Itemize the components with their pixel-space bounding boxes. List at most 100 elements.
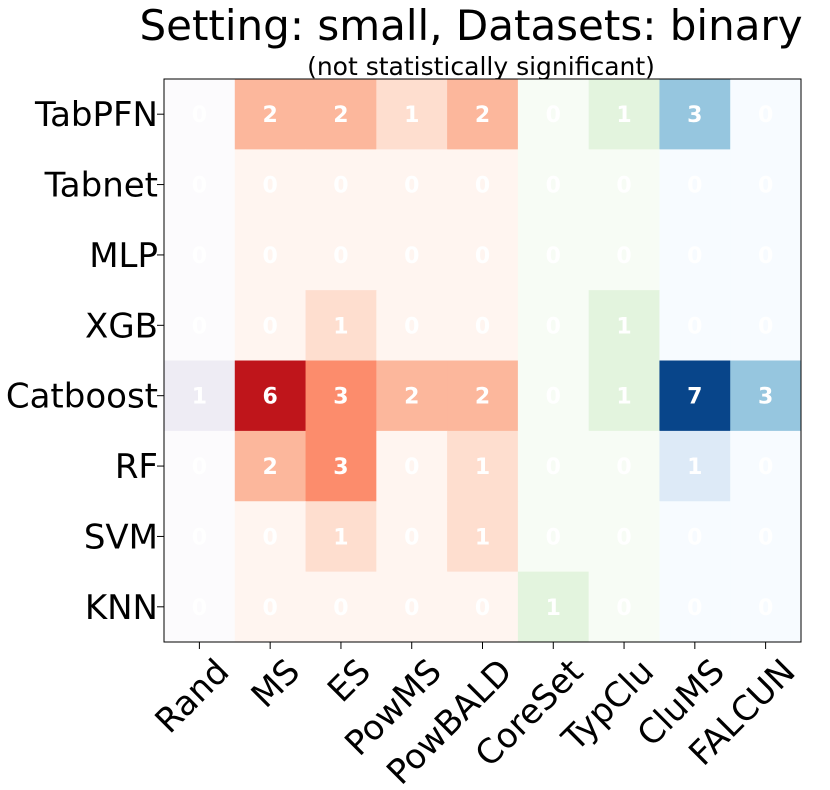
cell-value-label: 0 — [475, 174, 490, 199]
heatmap-cell-xgb-rand — [164, 290, 236, 361]
plot-frame — [163, 78, 802, 643]
heatmap-cell-mlp-powms — [376, 219, 448, 291]
cell-value-label: 0 — [758, 596, 773, 621]
heatmap-labels: 0 2 2 1 2 0 1 3 0 0 0 0 0 0 0 0 0 0 0 0 0 0 0 0 0 0 0 0 0 1 0 0 0 1 0 0 1 6 3 2… — [192, 103, 774, 621]
cell-value-label: 0 — [333, 244, 348, 269]
heatmap-cell-svm-powms — [376, 501, 448, 573]
cell-value-label: 0 — [404, 244, 419, 269]
cell-value-label: 0 — [192, 314, 207, 339]
heatmap-cell-xgb-powbald — [447, 290, 519, 361]
heatmap-cell-rf-rand — [164, 430, 236, 502]
cell-value-label: 1 — [687, 455, 702, 480]
heatmap-cell-tabnet-clums — [659, 149, 731, 221]
heatmap-cell-svm-rand — [164, 501, 236, 573]
heatmap-cell-catboost-powms — [376, 360, 448, 432]
y-tick-label-mlp: MLP — [89, 236, 158, 276]
heatmap-cell-svm-es — [305, 501, 377, 573]
heatmap-cell-tabnet-rand — [164, 149, 236, 221]
cell-value-label: 6 — [263, 385, 278, 410]
heatmap-cell-rf-falcun — [730, 430, 802, 502]
heatmap-cell-catboost-coreset — [517, 360, 590, 432]
heatmap-cell-catboost-clums — [659, 360, 731, 432]
heatmap-cell-mlp-ms — [234, 219, 307, 291]
cell-value-label: 3 — [333, 385, 348, 410]
heatmap-cell-tabpfn-ms — [234, 79, 307, 150]
x-tick-label-rand: Rand — [148, 652, 238, 742]
cell-value-label: 0 — [616, 244, 631, 269]
heatmap-cell-knn-falcun — [730, 571, 802, 643]
y-tick-label-svm: SVM — [84, 517, 158, 557]
cell-value-label: 2 — [475, 103, 490, 128]
heatmap-cell-xgb-es — [305, 290, 377, 361]
cell-value-label: 0 — [546, 455, 561, 480]
cell-value-label: 0 — [475, 596, 490, 621]
cell-value-label: 0 — [404, 525, 419, 550]
cell-value-label: 0 — [404, 596, 419, 621]
y-tick-label-catboost: Catboost — [6, 377, 158, 417]
heatmap-cell-tabpfn-rand — [164, 79, 236, 150]
heatmap-cell-rf-clums — [659, 430, 731, 502]
cell-value-label: 1 — [475, 525, 490, 550]
cell-value-label: 1 — [616, 103, 631, 128]
heatmap-cell-tabpfn-clums — [659, 79, 731, 150]
heatmap-cell-xgb-ms — [234, 290, 307, 361]
cell-value-label: 0 — [263, 174, 278, 199]
cell-value-label: 0 — [758, 525, 773, 550]
cell-value-label: 1 — [333, 314, 348, 339]
cell-value-label: 3 — [758, 385, 773, 410]
heatmap-cell-knn-typclu — [588, 571, 660, 643]
heatmap-cell-rf-es — [305, 430, 377, 502]
cell-value-label: 0 — [404, 455, 419, 480]
chart-title: Setting: small, Datasets: binary — [139, 1, 802, 50]
heatmap-cell-knn-ms — [234, 571, 307, 643]
cell-value-label: 0 — [475, 244, 490, 269]
heatmap-cell-tabnet-es — [305, 149, 377, 221]
cell-value-label: 1 — [616, 314, 631, 339]
cell-value-label: 0 — [192, 596, 207, 621]
heatmap-cell-tabpfn-powbald — [447, 79, 519, 150]
cell-value-label: 0 — [546, 314, 561, 339]
heatmap-cell-catboost-rand — [164, 360, 236, 432]
cell-value-label: 0 — [192, 525, 207, 550]
heatmap-cell-rf-coreset — [517, 430, 590, 502]
cell-value-label: 0 — [263, 525, 278, 550]
cell-value-label: 0 — [616, 596, 631, 621]
cell-value-label: 1 — [616, 385, 631, 410]
heatmap-cell-mlp-typclu — [588, 219, 660, 291]
heatmap-cell-tabpfn-typclu — [588, 79, 660, 150]
cell-value-label: 0 — [333, 174, 348, 199]
heatmap-cell-knn-es — [305, 571, 377, 643]
heatmap-cell-catboost-ms — [234, 360, 307, 432]
cell-value-label: 2 — [263, 103, 278, 128]
cell-value-label: 0 — [616, 455, 631, 480]
heatmap-cell-tabpfn-falcun — [730, 79, 802, 150]
heatmap-cell-knn-clums — [659, 571, 731, 643]
cell-value-label: 0 — [758, 244, 773, 269]
x-tick-label-ms: MS — [244, 652, 308, 716]
heatmap-cell-knn-rand — [164, 571, 236, 643]
x-axis-labels: Rand MS ESPowMSPowBALDCoreSetTypCluCluMSFA… — [148, 652, 804, 790]
cell-value-label: 3 — [687, 103, 702, 128]
heatmap-cell-tabnet-typclu — [588, 149, 660, 221]
cell-value-label: 0 — [263, 596, 278, 621]
heatmap-cell-mlp-powbald — [447, 219, 519, 291]
cell-value-label: 0 — [687, 314, 702, 339]
heatmap-cell-tabpfn-powms — [376, 79, 448, 150]
cell-value-label: 0 — [546, 174, 561, 199]
cell-value-label: 0 — [263, 244, 278, 269]
heatmap-cell-catboost-powbald — [447, 360, 519, 432]
cell-value-label: 1 — [546, 596, 561, 621]
y-axis-labels: TabPFN Tabnet MLP XGB Catboost RF SVM KNN — [6, 95, 158, 628]
cell-value-label: 1 — [475, 455, 490, 480]
heatmap-cell-svm-ms — [234, 501, 307, 573]
heatmap-cell-rf-powms — [376, 430, 448, 502]
y-tick-label-tabpfn: TabPFN — [34, 95, 158, 135]
cell-value-label: 0 — [546, 385, 561, 410]
heatmap-cell-rf-ms — [234, 430, 307, 502]
axis-ticks — [157, 113, 767, 649]
heatmap-cell-svm-coreset — [517, 501, 590, 573]
heatmap-cell-xgb-typclu — [588, 290, 660, 361]
cell-value-label: 3 — [333, 455, 348, 480]
heatmap-cell-tabnet-coreset — [517, 149, 590, 221]
